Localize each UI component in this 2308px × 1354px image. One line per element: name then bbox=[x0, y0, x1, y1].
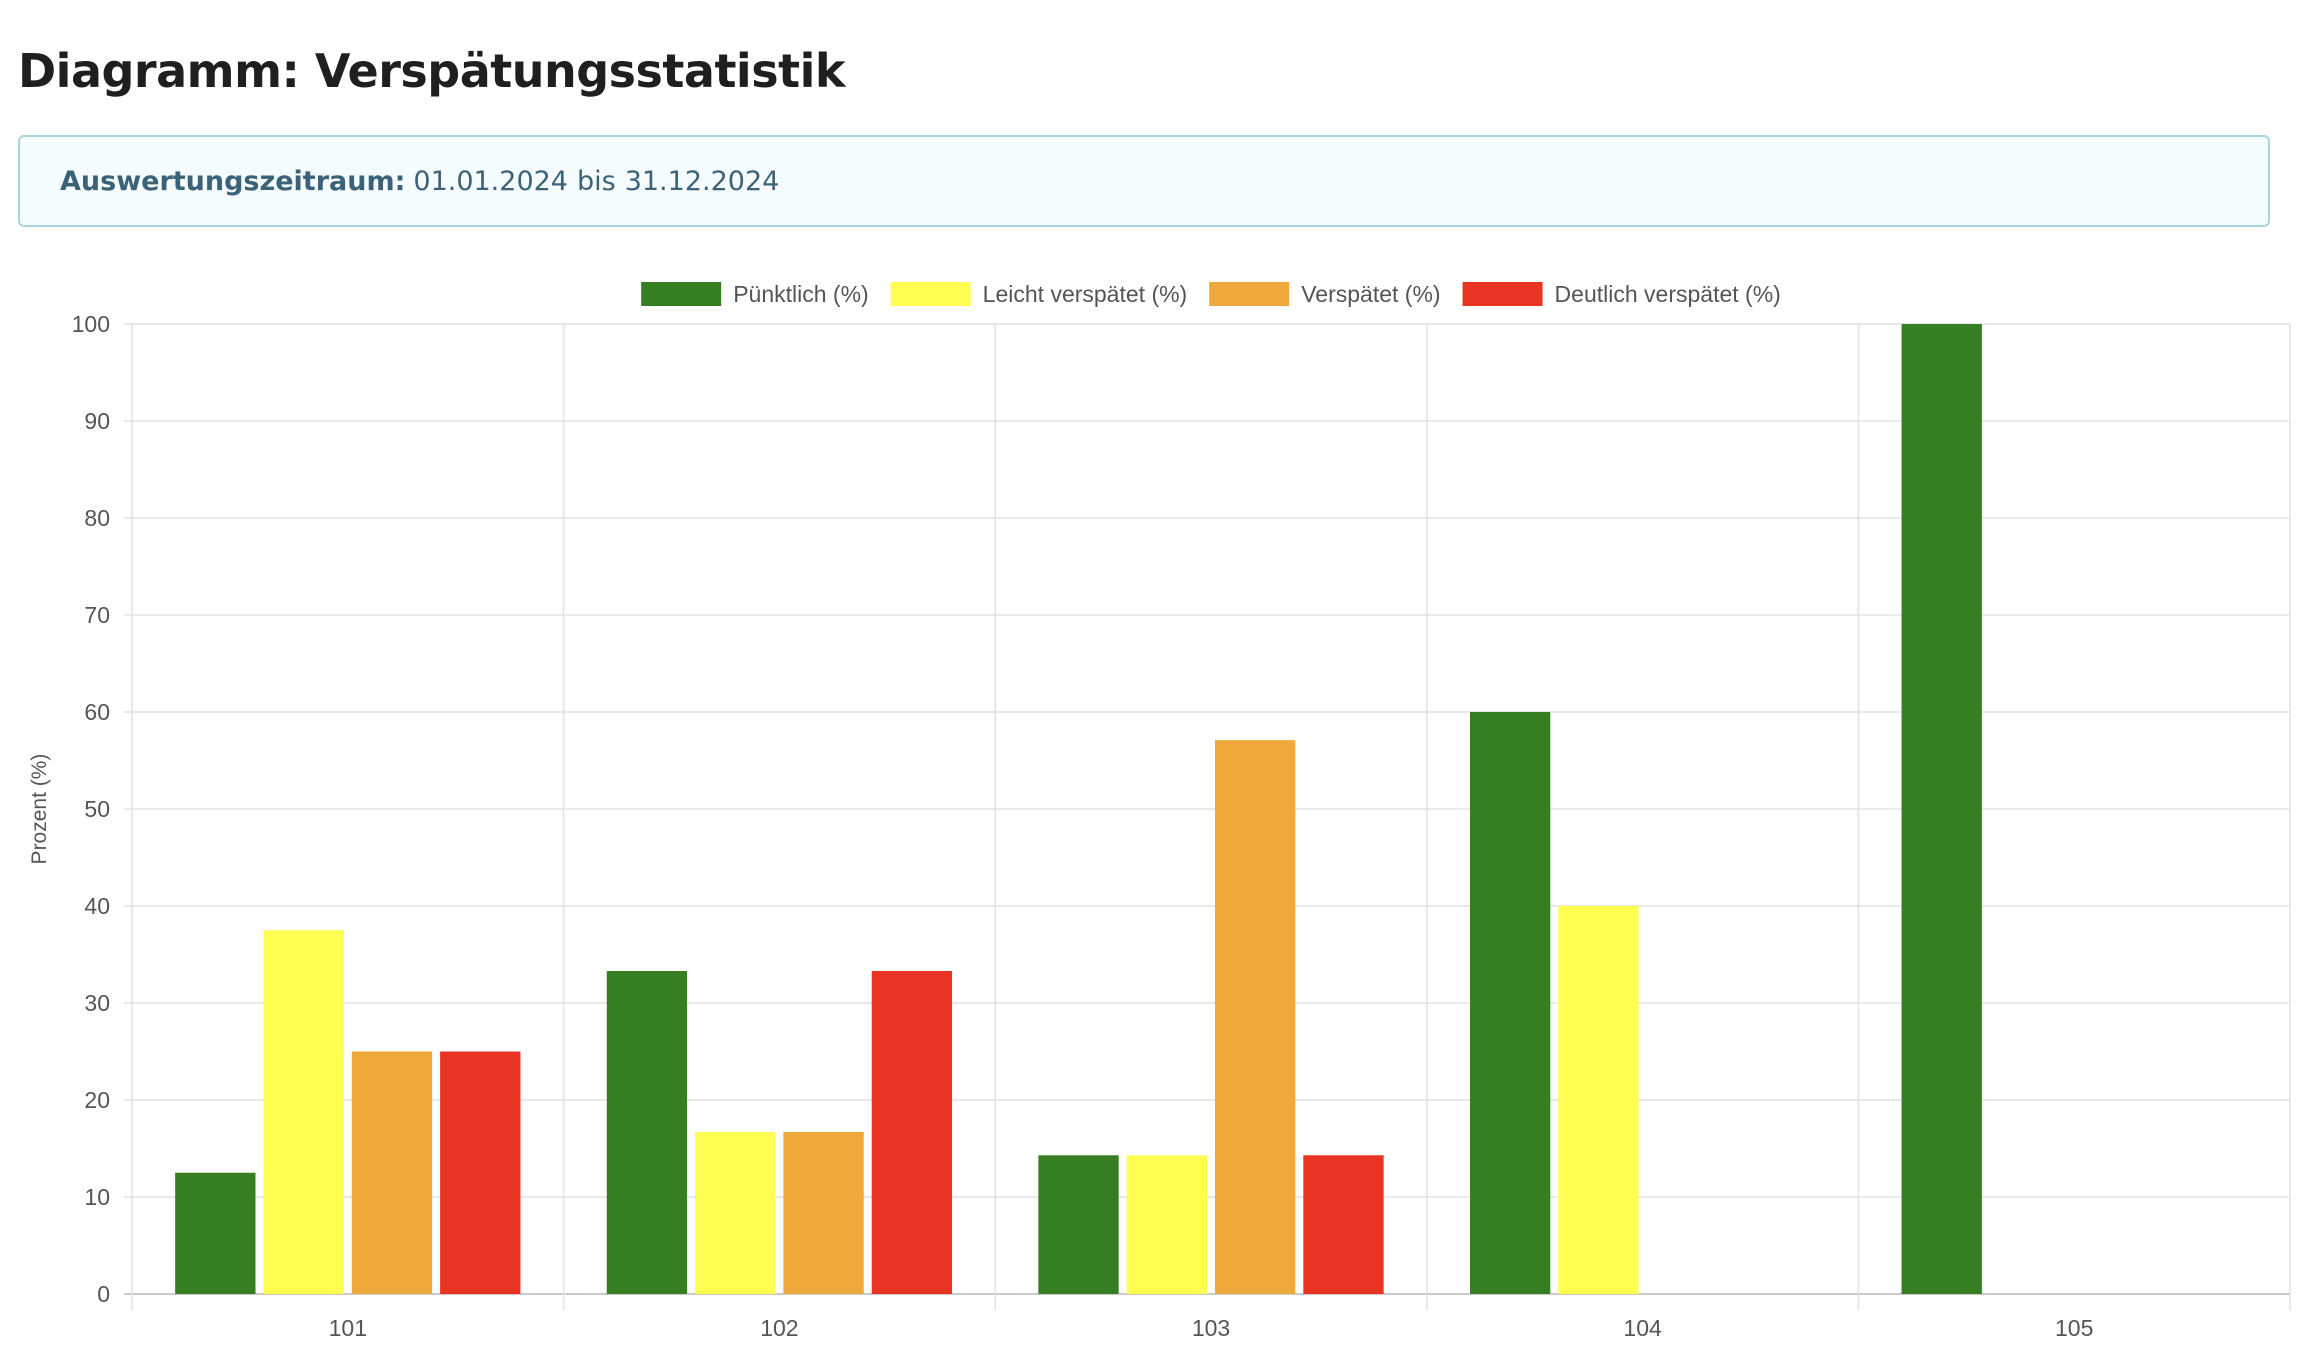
x-tick-label: 104 bbox=[1623, 1315, 1662, 1341]
y-tick-label: 10 bbox=[84, 1184, 110, 1210]
y-tick-label: 100 bbox=[72, 311, 110, 337]
legend-swatch bbox=[1462, 282, 1543, 306]
bar bbox=[1901, 324, 1982, 1294]
bar bbox=[1469, 712, 1551, 1294]
page-title: Diagramm: Verspätungsstatistik bbox=[18, 44, 845, 98]
bar bbox=[351, 1051, 433, 1294]
legend-label: Verspätet (%) bbox=[1301, 281, 1440, 307]
y-tick-label: 60 bbox=[84, 699, 110, 725]
chart-legend: Pünktlich (%) Leicht verspätet (%) Verspät… bbox=[641, 281, 1781, 307]
x-tick-label: 103 bbox=[1192, 1315, 1230, 1341]
bar bbox=[1215, 740, 1296, 1294]
bar bbox=[440, 1051, 521, 1294]
x-tick-label: 102 bbox=[760, 1315, 798, 1341]
legend-label: Leicht verspätet (%) bbox=[983, 281, 1188, 307]
y-tick-label: 80 bbox=[84, 505, 110, 531]
bar bbox=[263, 930, 344, 1294]
bar bbox=[1126, 1155, 1207, 1294]
period-info-alert: Auswertungszeitraum: 01.01.2024 bis 31.1… bbox=[18, 135, 2270, 227]
period-label: Auswertungszeitraum: bbox=[60, 165, 406, 197]
legend-label: Deutlich verspätet (%) bbox=[1555, 281, 1781, 307]
y-tick-label: 30 bbox=[84, 990, 110, 1016]
period-start: 01.01.2024 bbox=[413, 165, 568, 197]
delay-statistics-chart: 0 10 20 30 40 50 60 70 80 90 100 101 102 103 104 105 Pro… bbox=[28, 281, 2291, 1341]
bar bbox=[783, 1132, 864, 1294]
y-tick-label: 50 bbox=[84, 796, 110, 822]
y-tick-label: 20 bbox=[84, 1087, 110, 1113]
bar bbox=[871, 970, 953, 1294]
legend-swatch bbox=[1209, 282, 1290, 306]
bar bbox=[695, 1132, 776, 1294]
y-tick-label: 0 bbox=[97, 1281, 110, 1307]
bar bbox=[606, 970, 688, 1294]
bar bbox=[1303, 1155, 1384, 1294]
period-end: 31.12.2024 bbox=[624, 165, 780, 197]
y-tick-label: 40 bbox=[84, 893, 110, 919]
bar bbox=[1038, 1155, 1119, 1294]
bar bbox=[1558, 906, 1639, 1294]
legend-swatch bbox=[641, 282, 722, 306]
bar bbox=[175, 1172, 256, 1294]
y-tick-label: 90 bbox=[84, 408, 110, 434]
y-tick-label: 70 bbox=[84, 602, 110, 628]
x-tick-label: 101 bbox=[329, 1315, 367, 1341]
y-axis-title: Prozent (%) bbox=[28, 754, 51, 865]
legend-swatch bbox=[890, 282, 971, 306]
legend-label: Pünktlich (%) bbox=[733, 281, 868, 307]
x-tick-label: 105 bbox=[2055, 1315, 2093, 1341]
period-connector: bis bbox=[576, 165, 616, 197]
